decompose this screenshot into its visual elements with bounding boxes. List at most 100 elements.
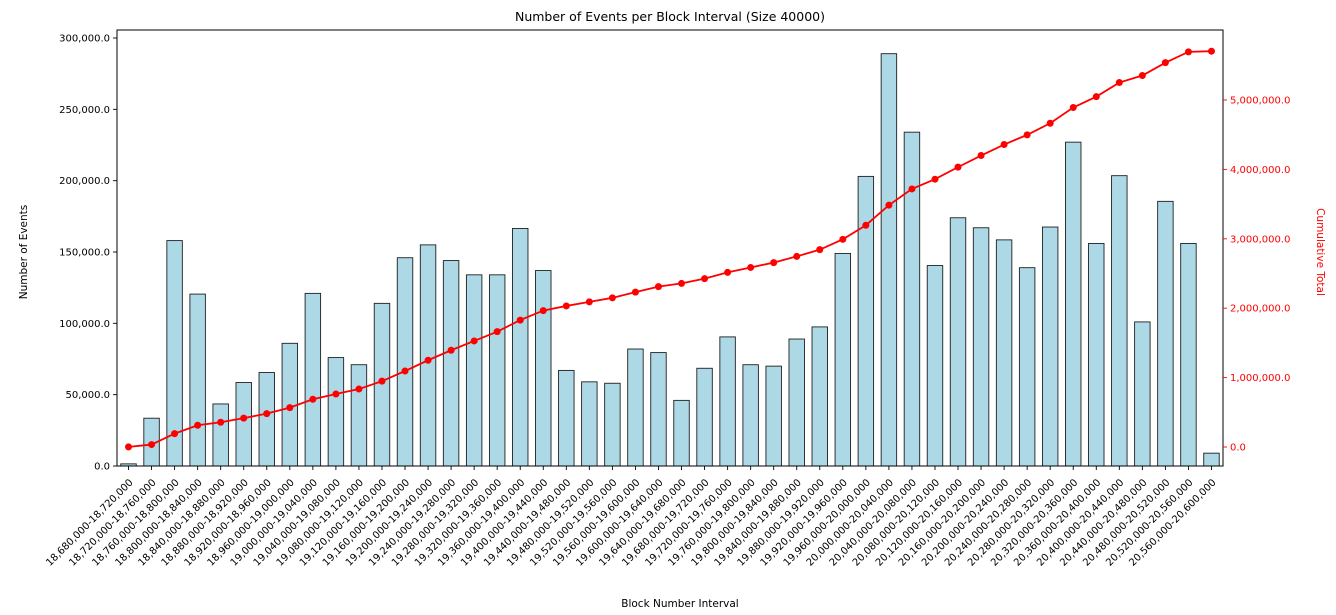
cumulative-point [1184,48,1192,56]
cumulative-point [631,288,639,296]
bar [1134,321,1151,467]
cumulative-point [1161,59,1169,67]
cumulative-point [585,298,593,306]
x-axis-label: Block Number Interval [621,598,738,610]
cumulative-point [1207,47,1215,55]
cumulative-point [562,302,570,310]
bar [972,227,990,467]
bar [696,367,713,467]
cumulative-point [401,367,409,375]
cumulative-point [954,163,962,171]
left-tick-label: 100,000.0 [59,319,110,330]
cumulative-point [1115,79,1123,87]
cumulative-point [816,246,824,254]
bar [627,348,644,467]
y-axis-left-label: Number of Events [18,205,30,300]
right-tick-label: 4,000,000.0 [1230,165,1290,176]
bar [488,274,506,467]
cumulative-point [1000,141,1008,149]
bar [949,217,967,467]
cumulative-point [724,268,732,276]
cumulative-points [125,47,1215,451]
right-tick-label: 1,000,000.0 [1230,373,1290,384]
bar [304,292,322,467]
left-tick-label: 0.0 [94,462,110,473]
cumulative-point [793,252,801,260]
cumulative-point [839,235,847,243]
bar [742,364,759,467]
bar [673,399,690,467]
bar [327,357,345,467]
cumulative-point [171,430,179,438]
right-tick-label: 2,000,000.0 [1230,304,1290,315]
cumulative-point [1069,104,1077,111]
bar [650,352,667,467]
cumulative-point [539,307,547,315]
cumulative-point [240,414,248,422]
cumulative-point [1023,131,1031,139]
bar [442,260,460,467]
cumulative-point [516,316,524,324]
plot-area: 0.0 50,000.0 100,000.0 150,000.0 200,000.0 25… [44,29,1290,569]
right-tick-label: 5,000,000.0 [1230,96,1290,107]
x-axis: 18,680,000-18,720,00018,720,000-18,760,0… [44,466,1219,569]
cumulative-point [770,259,778,267]
bar [419,244,437,467]
left-tick-label: 150,000.0 [59,248,110,259]
cumulative-point [1138,72,1146,80]
cumulative-point [678,279,686,287]
cumulative-point [378,377,386,385]
bar [258,372,275,467]
cumulative-point [263,410,271,418]
left-tick-label: 300,000.0 [59,34,110,45]
bar [1180,242,1197,467]
bar [212,403,229,467]
bar [719,336,736,467]
cumulative-line [128,50,1212,448]
cumulative-point [1092,93,1100,101]
bar [1111,175,1128,467]
bar [1041,226,1059,467]
bars-group [120,53,1220,467]
cumulative-point [885,201,893,209]
cumulative-point [701,275,709,283]
chart-title: Number of Events per Block Interval (Siz… [515,9,825,24]
cumulative-point [355,385,363,393]
cumulative-point [862,221,870,229]
cumulative-point [977,152,985,160]
bar [396,257,414,467]
left-tick-label: 50,000.0 [65,390,110,401]
cumulative-point [217,418,225,426]
y-axis-right-label: Cumulative Total [1314,208,1326,296]
bar [1018,267,1036,467]
bar [604,382,621,467]
bar [373,302,391,467]
bar [1203,452,1220,467]
bar [765,365,782,467]
cumulative-point [470,337,478,345]
bar [834,252,852,467]
bar [1065,141,1082,467]
cumulative-point [908,185,916,193]
cumulative-point [608,294,616,302]
bar [788,338,805,467]
bar [811,326,828,467]
cumulative-point [1046,119,1054,127]
bar [512,228,529,467]
bar [581,381,598,467]
cumulative-point [194,421,202,429]
bar [995,239,1013,467]
left-tick-label: 200,000.0 [59,176,110,187]
cumulative-point [447,346,455,354]
bar [880,53,898,467]
bar [558,369,575,467]
bar [1157,200,1174,467]
left-axis: 0.0 50,000.0 100,000.0 150,000.0 200,000.0 25… [59,34,117,473]
cumulative-point [424,356,432,364]
right-axis: 0.0 1,000,000.0 2,000,000.0 3,000,000.0 4,00… [1223,96,1290,454]
right-tick-label: 3,000,000.0 [1230,234,1290,245]
cumulative-point [332,390,340,398]
bar [926,265,944,467]
